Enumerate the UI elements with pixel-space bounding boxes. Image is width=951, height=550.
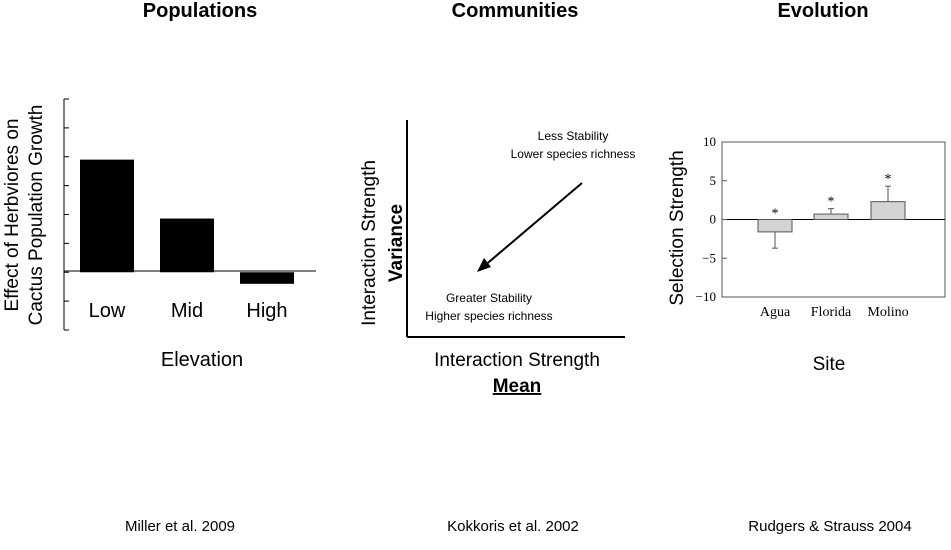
higher-richness-note: Higher species richness: [425, 309, 552, 323]
evolution-x-label: Site: [813, 354, 846, 375]
stability-arrow-head: [477, 258, 491, 272]
evolution-category-labels: Agua Florida Molino: [760, 305, 909, 320]
evolution-y-label: Selection Strength: [667, 150, 688, 305]
populations-bar: [160, 218, 214, 273]
communities-x-label-line1: Interaction Strength: [434, 350, 600, 371]
evolution-bar: [813, 213, 849, 220]
evolution-y-ticks: 10 5 0 −5 −10: [696, 134, 727, 304]
significance-marker: *: [885, 172, 892, 187]
populations-chart: Low Mid High Effect of Herbviores on Cactu…: [2, 98, 316, 371]
populations-title: Populations: [142, 0, 258, 22]
populations-category-label: Mid: [171, 300, 203, 322]
evolution-bar: [870, 201, 906, 221]
communities-x-label-line2: Mean: [493, 376, 542, 397]
greater-stability-note: Greater Stability: [446, 291, 532, 305]
lower-richness-note: Lower species richness: [511, 147, 636, 161]
communities-diagram: Interaction Strength Variance Interactio…: [359, 120, 635, 397]
populations-citation: Miller et al. 2009: [124, 518, 236, 535]
populations-y-ticks: [64, 98, 69, 331]
populations-category-label: High: [246, 300, 287, 322]
evolution-chart: 10 5 0 −5 −10 * * * Agua Florida Molino Selectio…: [667, 134, 946, 375]
populations-category-labels: Low Mid High: [89, 300, 288, 322]
evolution-citation: Rudgers & Strauss 2004: [748, 518, 912, 535]
less-stability-note: Less Stability: [538, 129, 609, 143]
stability-arrow-shaft: [482, 182, 583, 268]
evolution-category-label: Florida: [811, 305, 852, 320]
significance-marker: *: [772, 207, 779, 222]
populations-bars: [80, 159, 294, 284]
communities-y-label-line2: Variance: [386, 204, 407, 282]
populations-category-label: Low: [89, 300, 126, 322]
evolution-category-label: Agua: [760, 305, 791, 320]
populations-y-label-line2: Cactus Population Growth: [26, 105, 47, 326]
communities-y-label-line1: Interaction Strength: [359, 160, 380, 326]
communities-title: Communities: [451, 0, 579, 22]
evolution-y-tick-label: −5: [702, 250, 716, 265]
evolution-y-tick-label: 0: [710, 212, 717, 227]
communities-citation: Kokkoris et al. 2002: [447, 518, 579, 535]
evolution-category-label: Molino: [867, 305, 908, 320]
populations-x-label: Elevation: [161, 349, 243, 371]
evolution-y-tick-label: 5: [710, 173, 717, 188]
populations-bar: [240, 272, 294, 284]
evolution-title: Evolution: [777, 0, 869, 22]
evolution-bars: * * *: [757, 172, 906, 249]
significance-marker: *: [828, 195, 835, 210]
evolution-y-tick-label: 10: [703, 134, 716, 149]
populations-bar: [80, 159, 134, 273]
populations-y-label-line1: Effect of Herbviores on: [2, 119, 23, 312]
evolution-y-tick-label: −10: [696, 289, 716, 304]
